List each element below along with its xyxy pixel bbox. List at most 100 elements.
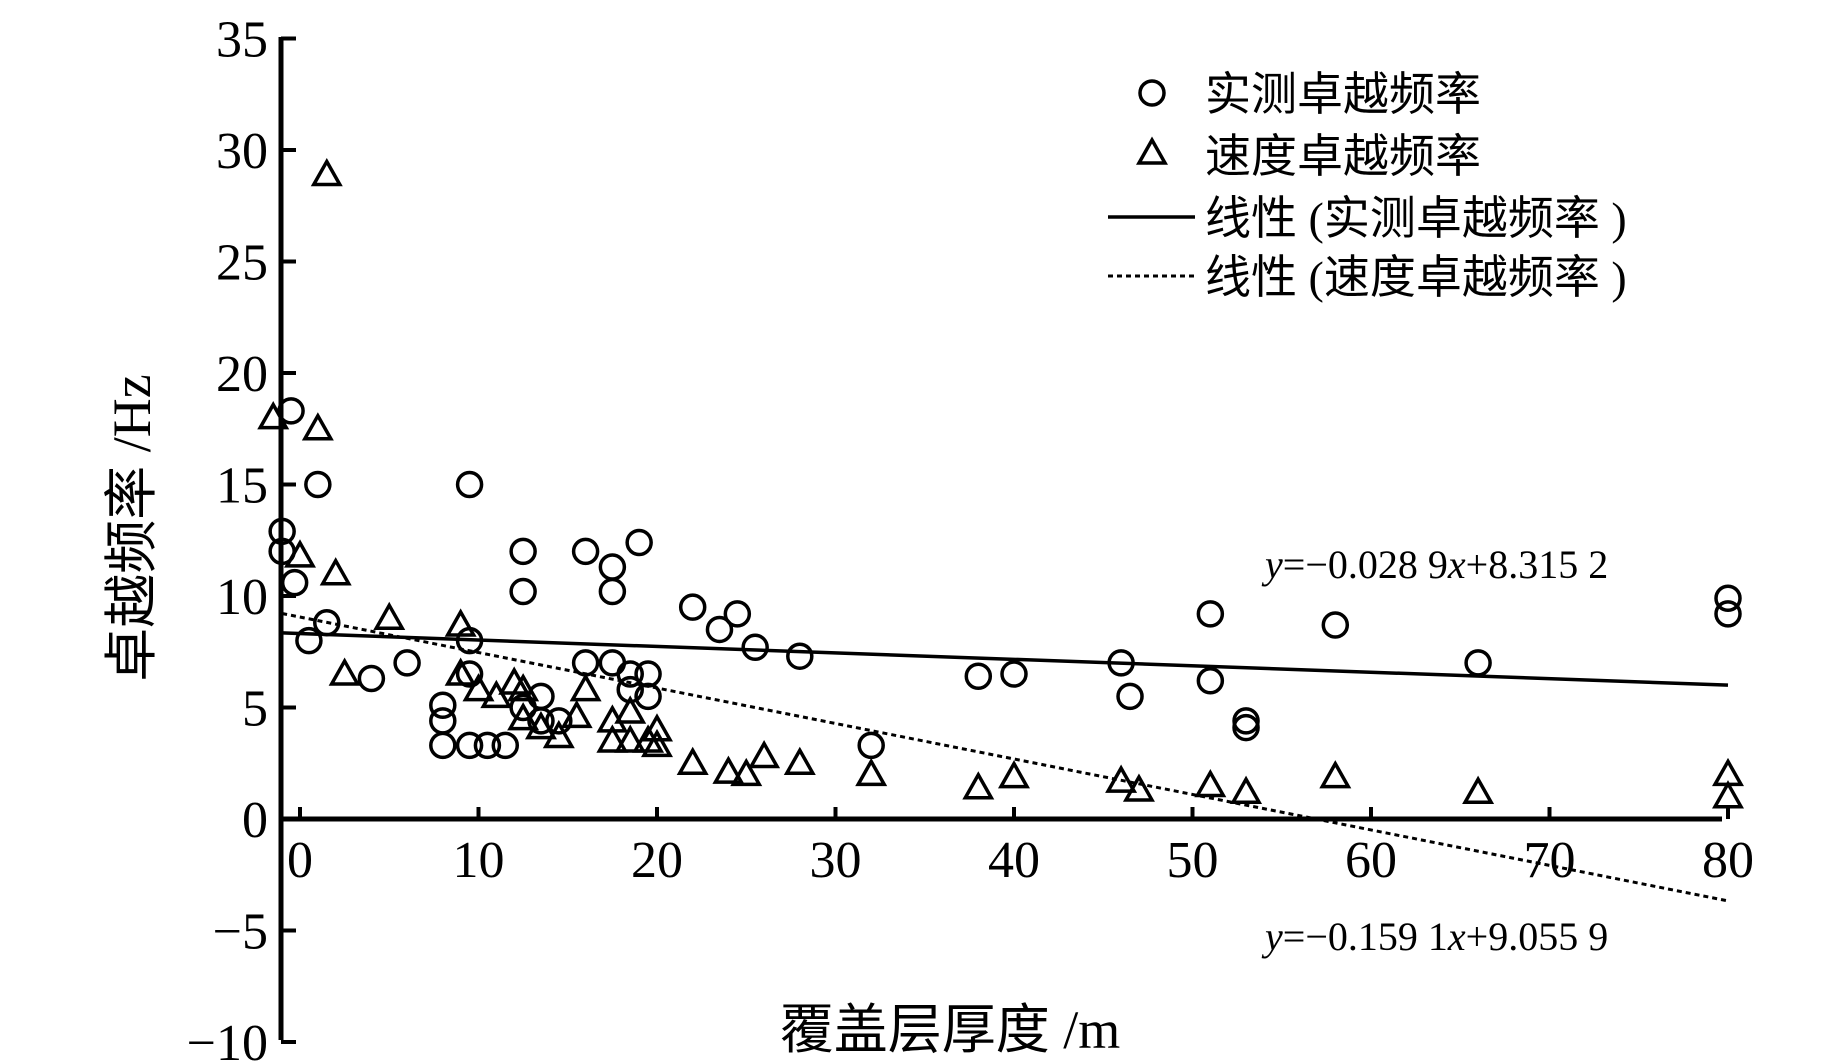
point-velocity (676, 746, 709, 775)
legend-marker-velocity (1136, 136, 1168, 165)
legend-label-linear-velocity: 线性 (速度卓越频率 ) (1205, 252, 1627, 303)
point-measured (598, 649, 627, 677)
trend-lines (281, 612, 1729, 903)
point-velocity (569, 673, 602, 702)
point-velocity (1105, 764, 1138, 793)
point-measured (786, 642, 814, 670)
point-velocity (730, 757, 763, 787)
point-velocity (301, 412, 334, 441)
point-measured (571, 649, 600, 677)
point-measured (598, 577, 627, 606)
point-velocity (284, 539, 316, 568)
x-tick-label: 60 (1345, 832, 1397, 889)
equation-velocity: y=−0.159 1x+9.055 9 (1261, 914, 1608, 959)
point-velocity (962, 771, 995, 800)
point-measured (268, 517, 296, 546)
point-velocity (1122, 773, 1155, 802)
x-tick-label: 70 (1524, 832, 1576, 889)
point-measured (1196, 666, 1225, 695)
point-measured (598, 553, 627, 581)
point-measured (1714, 584, 1742, 612)
axes: 0 10 20 30 40 50 60 70 80 −10 −5 0 5 10 15 20 25 30 35 (187, 12, 1754, 1063)
point-measured (1232, 707, 1260, 735)
point-measured (1107, 649, 1135, 677)
y-tick-label: 25 (216, 235, 268, 292)
point-velocity (1230, 775, 1263, 804)
point-velocity (542, 719, 575, 749)
point-measured (1196, 600, 1225, 628)
point-measured (678, 593, 707, 621)
point-velocity (783, 746, 816, 775)
point-measured (1000, 660, 1028, 688)
y-tick-label: 20 (216, 346, 268, 403)
y-tick-label: 0 (242, 792, 268, 849)
point-measured (1321, 611, 1350, 639)
y-tick-label: 35 (216, 12, 268, 69)
point-measured (634, 660, 662, 688)
point-measured (509, 577, 537, 606)
point-velocity (507, 673, 540, 702)
equation-measured: y=−0.028 9x+8.315 2 (1261, 542, 1608, 587)
point-measured (491, 731, 520, 760)
point-velocity (748, 740, 781, 769)
point-velocity (462, 673, 495, 702)
point-measured (545, 707, 573, 735)
point-velocity (444, 657, 477, 686)
legend-label-velocity: 速度卓越频率 (1205, 131, 1481, 182)
x-tick-label: 20 (631, 832, 683, 889)
point-measured (741, 633, 769, 662)
x-tick-label: 40 (988, 832, 1040, 889)
point-measured (1714, 600, 1742, 628)
point-measured (357, 664, 386, 693)
x-tick-label: 50 (1167, 832, 1219, 889)
y-tick-label: 15 (216, 458, 268, 515)
point-measured (393, 649, 421, 677)
point-velocity (614, 724, 647, 753)
point-velocity (641, 728, 673, 758)
point-velocity (1712, 780, 1744, 809)
point-velocity (560, 699, 593, 729)
x-tick-label: 30 (810, 832, 862, 889)
legend-label-measured: 实测卓越频率 (1205, 69, 1481, 120)
point-measured (1116, 682, 1144, 711)
point-measured (571, 537, 600, 566)
point-measured (473, 731, 502, 760)
point-velocity (1462, 775, 1495, 804)
x-axis-title: 覆盖层厚度 /m (780, 1000, 1121, 1060)
point-measured (304, 470, 332, 499)
y-tick-label: 30 (216, 123, 268, 180)
trend-line-velocity (281, 612, 1729, 903)
point-measured (964, 662, 993, 691)
point-measured (723, 600, 752, 628)
legend-marker-measured (1138, 79, 1166, 107)
point-velocity (998, 760, 1030, 789)
point-measured (280, 568, 309, 597)
point-measured (455, 731, 484, 760)
point-velocity (641, 713, 673, 742)
point-measured (527, 707, 555, 735)
x-tick-label: 80 (1702, 832, 1754, 889)
y-tick-label: 5 (242, 681, 268, 738)
trend-line-measured (282, 631, 1729, 687)
point-velocity (480, 679, 513, 709)
point-measured (295, 626, 323, 655)
point-measured (429, 731, 457, 760)
point-measured (455, 660, 484, 688)
point-measured (429, 691, 457, 720)
point-velocity (310, 157, 343, 187)
legend-label-linear-measured: 线性 (实测卓越频率 ) (1205, 193, 1627, 244)
point-velocity (328, 657, 361, 686)
point-velocity (1319, 760, 1352, 789)
point-measured (705, 615, 734, 644)
y-tick-label: 10 (216, 569, 268, 626)
point-measured (625, 528, 653, 557)
point-velocity (1194, 768, 1227, 798)
point-measured (509, 537, 537, 566)
point-velocity (257, 401, 290, 430)
point-velocity (855, 757, 888, 787)
point-velocity (596, 724, 629, 753)
data-points (257, 157, 1744, 809)
point-velocity (614, 695, 647, 724)
point-velocity (524, 711, 557, 740)
